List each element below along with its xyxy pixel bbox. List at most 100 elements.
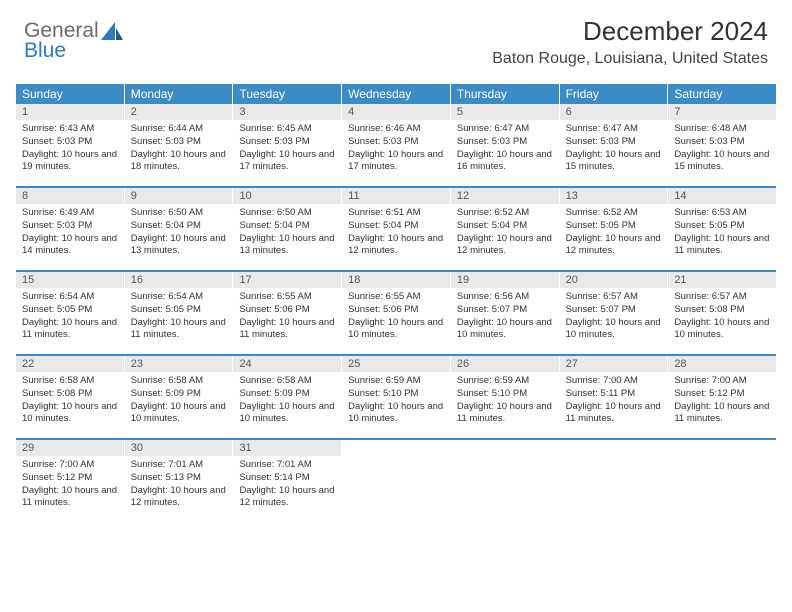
day-of-week-header: Wednesday — [342, 84, 451, 104]
day-number: 31 — [233, 440, 341, 456]
brand-word-2: Blue — [24, 40, 99, 61]
day-number: 30 — [125, 440, 233, 456]
day-cell: 11Sunrise: 6:51 AMSunset: 5:04 PMDayligh… — [342, 188, 451, 270]
day-cell: 23Sunrise: 6:58 AMSunset: 5:09 PMDayligh… — [125, 356, 234, 438]
day-number: 29 — [16, 440, 124, 456]
day-cell: 16Sunrise: 6:54 AMSunset: 5:05 PMDayligh… — [125, 272, 234, 354]
day-cell: 21Sunrise: 6:57 AMSunset: 5:08 PMDayligh… — [668, 272, 776, 354]
day-details: Sunrise: 7:00 AMSunset: 5:11 PMDaylight:… — [560, 372, 668, 431]
day-details: Sunrise: 6:47 AMSunset: 5:03 PMDaylight:… — [451, 120, 559, 179]
day-details: Sunrise: 6:59 AMSunset: 5:10 PMDaylight:… — [451, 372, 559, 431]
day-cell: 4Sunrise: 6:46 AMSunset: 5:03 PMDaylight… — [342, 104, 451, 186]
day-of-week-header: Thursday — [451, 84, 560, 104]
day-of-week-header: Friday — [560, 84, 669, 104]
day-cell: 25Sunrise: 6:59 AMSunset: 5:10 PMDayligh… — [342, 356, 451, 438]
day-number: 22 — [16, 356, 124, 372]
day-details: Sunrise: 6:52 AMSunset: 5:04 PMDaylight:… — [451, 204, 559, 263]
day-details: Sunrise: 6:45 AMSunset: 5:03 PMDaylight:… — [233, 120, 341, 179]
day-details: Sunrise: 6:50 AMSunset: 5:04 PMDaylight:… — [233, 204, 341, 263]
day-cell: 3Sunrise: 6:45 AMSunset: 5:03 PMDaylight… — [233, 104, 342, 186]
week-row: 22Sunrise: 6:58 AMSunset: 5:08 PMDayligh… — [16, 356, 776, 440]
day-cell: 15Sunrise: 6:54 AMSunset: 5:05 PMDayligh… — [16, 272, 125, 354]
day-number: 6 — [560, 104, 668, 120]
week-row: 8Sunrise: 6:49 AMSunset: 5:03 PMDaylight… — [16, 188, 776, 272]
day-number: 18 — [342, 272, 450, 288]
day-details: Sunrise: 7:01 AMSunset: 5:14 PMDaylight:… — [233, 456, 341, 515]
day-number: 24 — [233, 356, 341, 372]
day-cell: 19Sunrise: 6:56 AMSunset: 5:07 PMDayligh… — [451, 272, 560, 354]
brand-logo: General Blue — [24, 20, 123, 61]
day-cell: 7Sunrise: 6:48 AMSunset: 5:03 PMDaylight… — [668, 104, 776, 186]
day-number: 15 — [16, 272, 124, 288]
day-details: Sunrise: 6:57 AMSunset: 5:07 PMDaylight:… — [560, 288, 668, 347]
day-details: Sunrise: 7:00 AMSunset: 5:12 PMDaylight:… — [16, 456, 124, 515]
page-header: General Blue December 2024 Baton Rouge, … — [16, 16, 776, 78]
day-details: Sunrise: 6:46 AMSunset: 5:03 PMDaylight:… — [342, 120, 450, 179]
day-number: 4 — [342, 104, 450, 120]
day-number: 16 — [125, 272, 233, 288]
day-details: Sunrise: 6:44 AMSunset: 5:03 PMDaylight:… — [125, 120, 233, 179]
day-number: 7 — [668, 104, 776, 120]
day-number: 2 — [125, 104, 233, 120]
day-number: 20 — [560, 272, 668, 288]
day-cell: 14Sunrise: 6:53 AMSunset: 5:05 PMDayligh… — [668, 188, 776, 270]
day-number: 10 — [233, 188, 341, 204]
day-details: Sunrise: 6:54 AMSunset: 5:05 PMDaylight:… — [16, 288, 124, 347]
day-number: 27 — [560, 356, 668, 372]
day-cell: 22Sunrise: 6:58 AMSunset: 5:08 PMDayligh… — [16, 356, 125, 438]
day-cell: 13Sunrise: 6:52 AMSunset: 5:05 PMDayligh… — [560, 188, 669, 270]
calendar-page: General Blue December 2024 Baton Rouge, … — [0, 0, 792, 522]
day-number: 14 — [668, 188, 776, 204]
day-details: Sunrise: 7:01 AMSunset: 5:13 PMDaylight:… — [125, 456, 233, 515]
brand-sail-icon — [101, 22, 123, 42]
day-cell: 6Sunrise: 6:47 AMSunset: 5:03 PMDaylight… — [560, 104, 669, 186]
day-number: 1 — [16, 104, 124, 120]
day-details: Sunrise: 6:59 AMSunset: 5:10 PMDaylight:… — [342, 372, 450, 431]
week-row: 15Sunrise: 6:54 AMSunset: 5:05 PMDayligh… — [16, 272, 776, 356]
day-number: 23 — [125, 356, 233, 372]
day-cell: 24Sunrise: 6:58 AMSunset: 5:09 PMDayligh… — [233, 356, 342, 438]
day-of-week-header: Saturday — [668, 84, 776, 104]
day-cell — [451, 440, 560, 522]
location-subtitle: Baton Rouge, Louisiana, United States — [492, 50, 768, 68]
day-details: Sunrise: 6:43 AMSunset: 5:03 PMDaylight:… — [16, 120, 124, 179]
brand-text: General Blue — [24, 20, 99, 61]
day-number: 13 — [560, 188, 668, 204]
day-number: 8 — [16, 188, 124, 204]
day-details: Sunrise: 6:58 AMSunset: 5:09 PMDaylight:… — [233, 372, 341, 431]
day-of-week-row: SundayMondayTuesdayWednesdayThursdayFrid… — [16, 84, 776, 104]
day-cell: 27Sunrise: 7:00 AMSunset: 5:11 PMDayligh… — [560, 356, 669, 438]
week-row: 1Sunrise: 6:43 AMSunset: 5:03 PMDaylight… — [16, 104, 776, 188]
day-details: Sunrise: 6:57 AMSunset: 5:08 PMDaylight:… — [668, 288, 776, 347]
day-cell: 5Sunrise: 6:47 AMSunset: 5:03 PMDaylight… — [451, 104, 560, 186]
day-number: 12 — [451, 188, 559, 204]
day-cell: 9Sunrise: 6:50 AMSunset: 5:04 PMDaylight… — [125, 188, 234, 270]
day-cell — [560, 440, 669, 522]
day-number: 28 — [668, 356, 776, 372]
day-number: 19 — [451, 272, 559, 288]
day-cell: 26Sunrise: 6:59 AMSunset: 5:10 PMDayligh… — [451, 356, 560, 438]
day-details: Sunrise: 6:56 AMSunset: 5:07 PMDaylight:… — [451, 288, 559, 347]
day-details: Sunrise: 7:00 AMSunset: 5:12 PMDaylight:… — [668, 372, 776, 431]
day-cell: 18Sunrise: 6:55 AMSunset: 5:06 PMDayligh… — [342, 272, 451, 354]
day-number: 5 — [451, 104, 559, 120]
week-row: 29Sunrise: 7:00 AMSunset: 5:12 PMDayligh… — [16, 440, 776, 522]
day-details: Sunrise: 6:55 AMSunset: 5:06 PMDaylight:… — [342, 288, 450, 347]
day-number: 26 — [451, 356, 559, 372]
day-details: Sunrise: 6:54 AMSunset: 5:05 PMDaylight:… — [125, 288, 233, 347]
day-number: 3 — [233, 104, 341, 120]
page-title: December 2024 — [583, 16, 768, 47]
day-cell: 29Sunrise: 7:00 AMSunset: 5:12 PMDayligh… — [16, 440, 125, 522]
day-details: Sunrise: 6:58 AMSunset: 5:09 PMDaylight:… — [125, 372, 233, 431]
day-cell: 20Sunrise: 6:57 AMSunset: 5:07 PMDayligh… — [560, 272, 669, 354]
day-details: Sunrise: 6:50 AMSunset: 5:04 PMDaylight:… — [125, 204, 233, 263]
day-number: 9 — [125, 188, 233, 204]
day-details: Sunrise: 6:47 AMSunset: 5:03 PMDaylight:… — [560, 120, 668, 179]
day-details: Sunrise: 6:52 AMSunset: 5:05 PMDaylight:… — [560, 204, 668, 263]
day-details: Sunrise: 6:49 AMSunset: 5:03 PMDaylight:… — [16, 204, 124, 263]
day-details: Sunrise: 6:58 AMSunset: 5:08 PMDaylight:… — [16, 372, 124, 431]
day-details: Sunrise: 6:48 AMSunset: 5:03 PMDaylight:… — [668, 120, 776, 179]
day-of-week-header: Tuesday — [233, 84, 342, 104]
day-cell: 28Sunrise: 7:00 AMSunset: 5:12 PMDayligh… — [668, 356, 776, 438]
day-cell: 30Sunrise: 7:01 AMSunset: 5:13 PMDayligh… — [125, 440, 234, 522]
